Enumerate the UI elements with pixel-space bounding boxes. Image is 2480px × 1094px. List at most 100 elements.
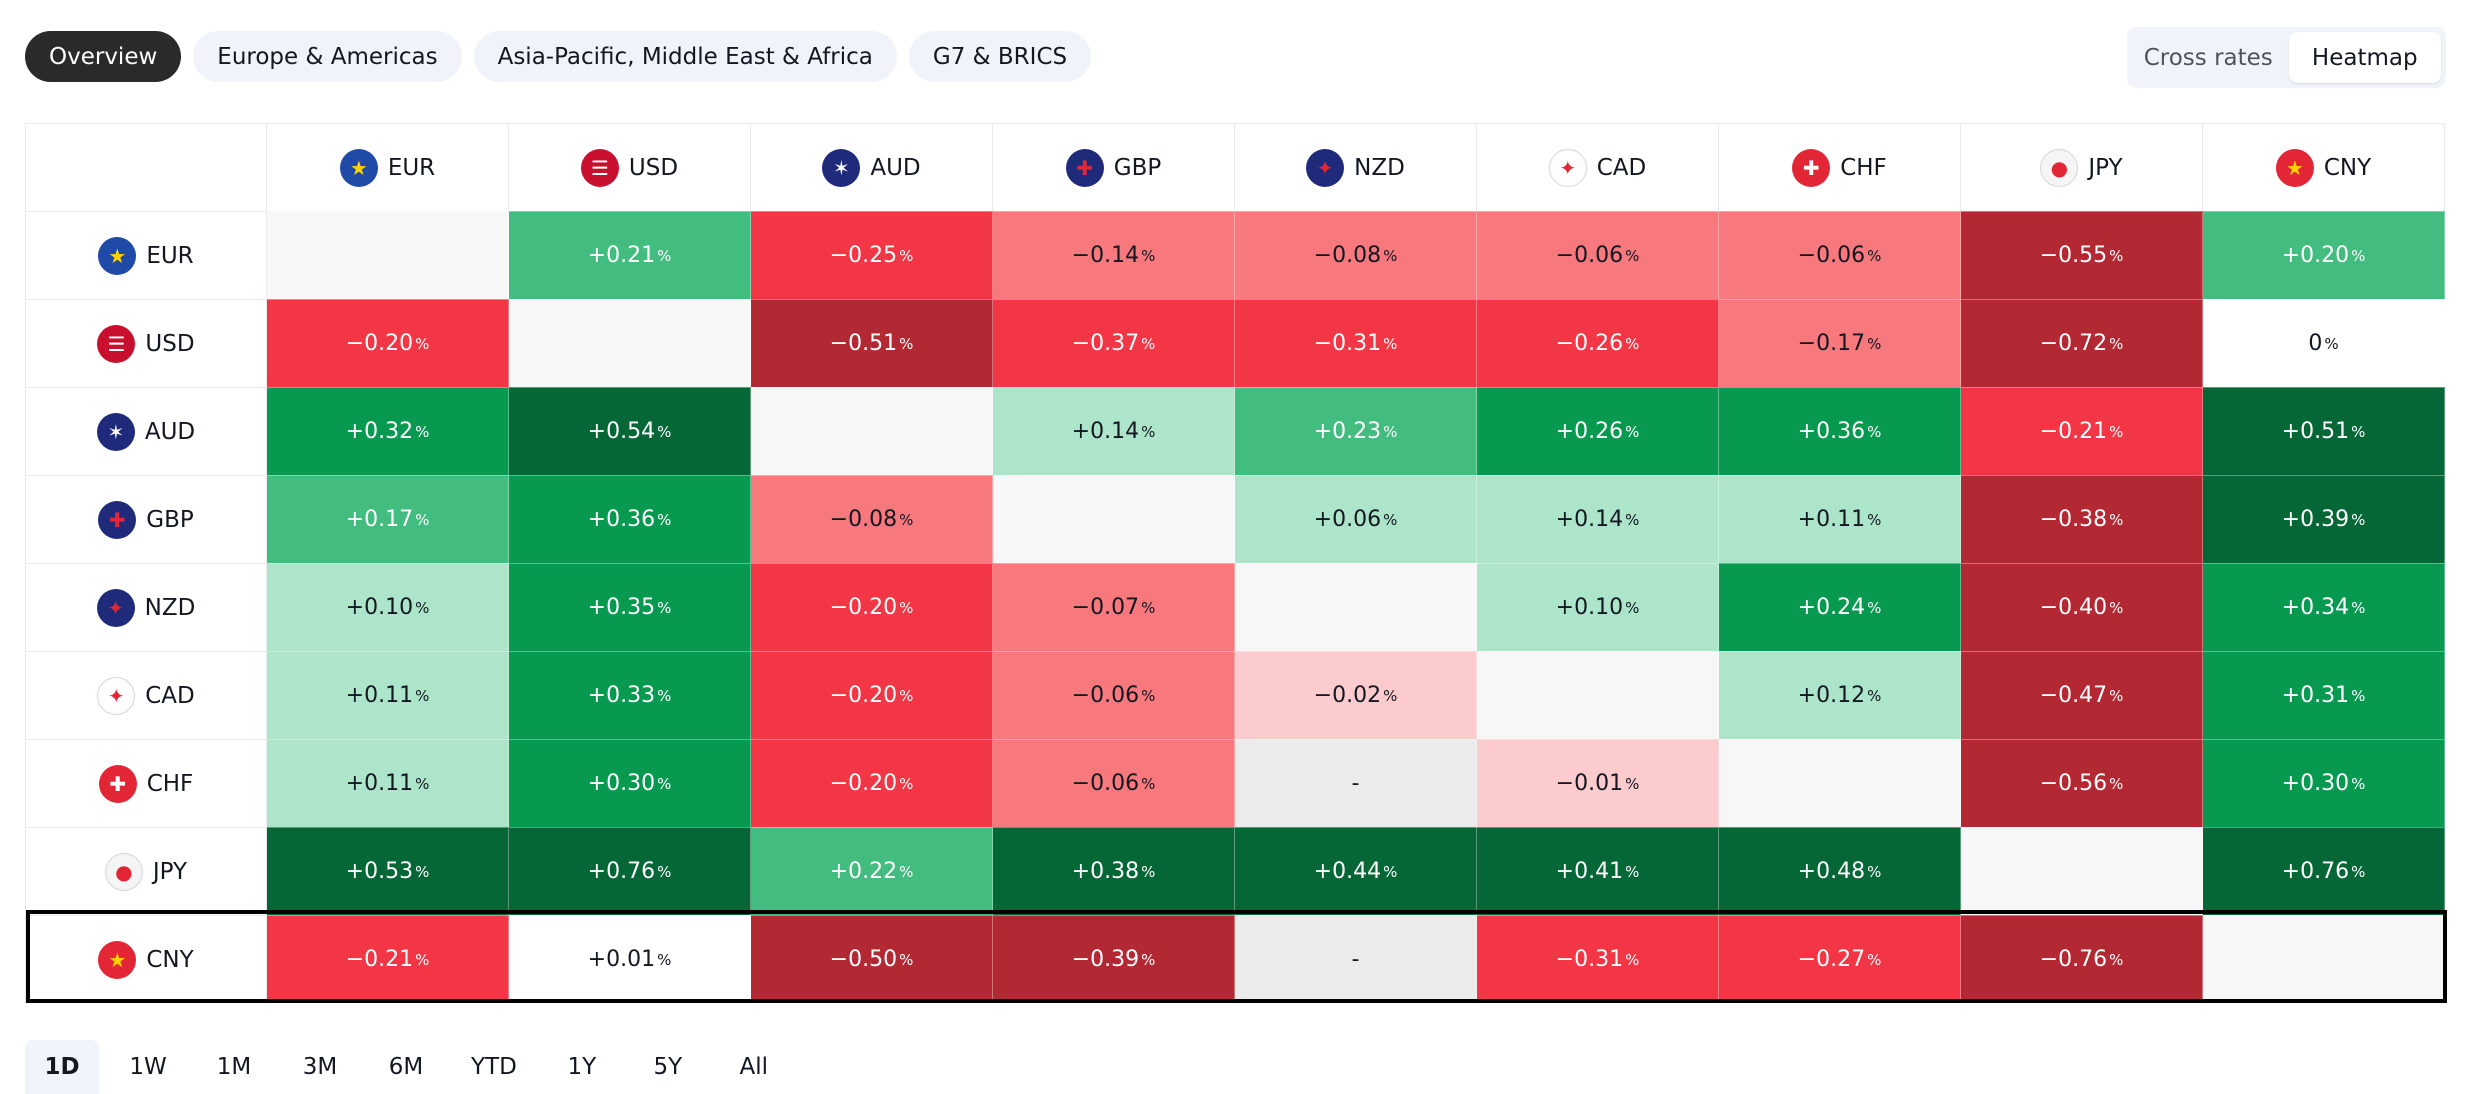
- rate-cell-eur-cny[interactable]: +0.20%: [2203, 211, 2445, 299]
- rate-cell-cad-cny[interactable]: +0.31%: [2203, 651, 2445, 739]
- rate-cell-usd-chf[interactable]: −0.17%: [1719, 299, 1961, 387]
- row-header-cad[interactable]: ✦ CAD: [25, 651, 267, 739]
- rate-cell-eur-jpy[interactable]: −0.55%: [1961, 211, 2203, 299]
- period-tab-3m[interactable]: 3M: [302, 1054, 338, 1080]
- rate-cell-chf-aud[interactable]: −0.20%: [751, 739, 993, 827]
- period-tab-1y[interactable]: 1Y: [567, 1054, 597, 1080]
- rate-cell-cny-aud[interactable]: −0.50%: [751, 915, 993, 1003]
- rate-cell-cad-nzd[interactable]: −0.02%: [1235, 651, 1477, 739]
- column-header-jpy[interactable]: ● JPY: [1961, 123, 2203, 211]
- rate-cell-aud-chf[interactable]: +0.36%: [1719, 387, 1961, 475]
- rate-cell-nzd-eur[interactable]: +0.10%: [267, 563, 509, 651]
- rate-cell-cny-eur[interactable]: −0.21%: [267, 915, 509, 1003]
- period-tab-1d[interactable]: 1D: [25, 1040, 99, 1094]
- period-tab-ytd[interactable]: YTD: [471, 1054, 517, 1080]
- rate-cell-eur-nzd[interactable]: −0.08%: [1235, 211, 1477, 299]
- rate-cell-cny-cad[interactable]: −0.31%: [1477, 915, 1719, 1003]
- rate-cell-chf-cad[interactable]: −0.01%: [1477, 739, 1719, 827]
- rate-cell-chf-cny[interactable]: +0.30%: [2203, 739, 2445, 827]
- tab-overview[interactable]: Overview: [25, 31, 182, 82]
- rate-cell-nzd-cad[interactable]: +0.10%: [1477, 563, 1719, 651]
- rate-cell-eur-gbp[interactable]: −0.14%: [993, 211, 1235, 299]
- rate-cell-nzd-gbp[interactable]: −0.07%: [993, 563, 1235, 651]
- rate-cell-jpy-aud[interactable]: +0.22%: [751, 827, 993, 915]
- rate-cell-aud-jpy[interactable]: −0.21%: [1961, 387, 2203, 475]
- rate-cell-cny-chf[interactable]: −0.27%: [1719, 915, 1961, 1003]
- heatmap-button[interactable]: Heatmap: [2288, 32, 2441, 83]
- rate-cell-eur-cad[interactable]: −0.06%: [1477, 211, 1719, 299]
- rate-cell-jpy-gbp[interactable]: +0.38%: [993, 827, 1235, 915]
- rate-cell-aud-cny[interactable]: +0.51%: [2203, 387, 2445, 475]
- rate-cell-cad-aud[interactable]: −0.20%: [751, 651, 993, 739]
- rate-cell-chf-jpy[interactable]: −0.56%: [1961, 739, 2203, 827]
- rate-cell-gbp-chf[interactable]: +0.11%: [1719, 475, 1961, 563]
- tab-europe-americas[interactable]: Europe & Americas: [193, 31, 462, 82]
- rate-cell-cad-gbp[interactable]: −0.06%: [993, 651, 1235, 739]
- rate-cell-nzd-jpy[interactable]: −0.40%: [1961, 563, 2203, 651]
- rate-cell-jpy-chf[interactable]: +0.48%: [1719, 827, 1961, 915]
- rate-cell-jpy-cny[interactable]: +0.76%: [2203, 827, 2445, 915]
- column-header-aud[interactable]: ✶ AUD: [751, 123, 993, 211]
- column-header-nzd[interactable]: ✦ NZD: [1235, 123, 1477, 211]
- rate-cell-gbp-aud[interactable]: −0.08%: [751, 475, 993, 563]
- row-header-eur[interactable]: ★ EUR: [25, 211, 267, 299]
- row-header-chf[interactable]: ✚ CHF: [25, 739, 267, 827]
- rate-cell-jpy-cad[interactable]: +0.41%: [1477, 827, 1719, 915]
- rate-cell-aud-cad[interactable]: +0.26%: [1477, 387, 1719, 475]
- rate-cell-usd-aud[interactable]: −0.51%: [751, 299, 993, 387]
- rate-cell-usd-nzd[interactable]: −0.31%: [1235, 299, 1477, 387]
- cross-rates-button[interactable]: Cross rates: [2143, 44, 2273, 71]
- column-header-chf[interactable]: ✚ CHF: [1719, 123, 1961, 211]
- rate-cell-gbp-eur[interactable]: +0.17%: [267, 475, 509, 563]
- rate-cell-cny-usd[interactable]: +0.01%: [509, 915, 751, 1003]
- rate-cell-eur-chf[interactable]: −0.06%: [1719, 211, 1961, 299]
- rate-cell-gbp-cad[interactable]: +0.14%: [1477, 475, 1719, 563]
- rate-cell-cad-usd[interactable]: +0.33%: [509, 651, 751, 739]
- rate-cell-gbp-nzd[interactable]: +0.06%: [1235, 475, 1477, 563]
- rate-cell-nzd-aud[interactable]: −0.20%: [751, 563, 993, 651]
- row-header-cny[interactable]: ★ CNY: [25, 915, 267, 1003]
- rate-cell-chf-nzd[interactable]: -: [1235, 739, 1477, 827]
- rate-cell-gbp-usd[interactable]: +0.36%: [509, 475, 751, 563]
- rate-cell-gbp-jpy[interactable]: −0.38%: [1961, 475, 2203, 563]
- rate-cell-usd-cad[interactable]: −0.26%: [1477, 299, 1719, 387]
- rate-cell-eur-usd[interactable]: +0.21%: [509, 211, 751, 299]
- rate-cell-jpy-usd[interactable]: +0.76%: [509, 827, 751, 915]
- rate-cell-cny-jpy[interactable]: −0.76%: [1961, 915, 2203, 1003]
- rate-cell-aud-gbp[interactable]: +0.14%: [993, 387, 1235, 475]
- row-header-usd[interactable]: ☰ USD: [25, 299, 267, 387]
- rate-cell-nzd-chf[interactable]: +0.24%: [1719, 563, 1961, 651]
- rate-cell-cad-chf[interactable]: +0.12%: [1719, 651, 1961, 739]
- rate-cell-nzd-usd[interactable]: +0.35%: [509, 563, 751, 651]
- rate-cell-eur-aud[interactable]: −0.25%: [751, 211, 993, 299]
- column-header-cny[interactable]: ★ CNY: [2203, 123, 2445, 211]
- column-header-eur[interactable]: ★ EUR: [267, 123, 509, 211]
- row-header-nzd[interactable]: ✦ NZD: [25, 563, 267, 651]
- rate-cell-chf-usd[interactable]: +0.30%: [509, 739, 751, 827]
- rate-cell-jpy-eur[interactable]: +0.53%: [267, 827, 509, 915]
- rate-cell-cny-nzd[interactable]: -: [1235, 915, 1477, 1003]
- period-tab-1w[interactable]: 1W: [129, 1054, 167, 1080]
- row-header-jpy[interactable]: ● JPY: [25, 827, 267, 915]
- rate-cell-usd-jpy[interactable]: −0.72%: [1961, 299, 2203, 387]
- rate-cell-aud-eur[interactable]: +0.32%: [267, 387, 509, 475]
- row-header-gbp[interactable]: ✚ GBP: [25, 475, 267, 563]
- rate-cell-chf-gbp[interactable]: −0.06%: [993, 739, 1235, 827]
- rate-cell-cad-jpy[interactable]: −0.47%: [1961, 651, 2203, 739]
- rate-cell-gbp-cny[interactable]: +0.39%: [2203, 475, 2445, 563]
- rate-cell-usd-cny[interactable]: 0%: [2203, 299, 2445, 387]
- period-tab-6m[interactable]: 6M: [388, 1054, 424, 1080]
- row-header-aud[interactable]: ✶ AUD: [25, 387, 267, 475]
- rate-cell-chf-eur[interactable]: +0.11%: [267, 739, 509, 827]
- period-tab-5y[interactable]: 5Y: [653, 1054, 683, 1080]
- column-header-gbp[interactable]: ✚ GBP: [993, 123, 1235, 211]
- rate-cell-usd-eur[interactable]: −0.20%: [267, 299, 509, 387]
- period-tab-1m[interactable]: 1M: [216, 1054, 252, 1080]
- period-tab-all[interactable]: All: [739, 1054, 769, 1080]
- rate-cell-usd-gbp[interactable]: −0.37%: [993, 299, 1235, 387]
- column-header-usd[interactable]: ☰ USD: [509, 123, 751, 211]
- rate-cell-aud-nzd[interactable]: +0.23%: [1235, 387, 1477, 475]
- rate-cell-nzd-cny[interactable]: +0.34%: [2203, 563, 2445, 651]
- rate-cell-aud-usd[interactable]: +0.54%: [509, 387, 751, 475]
- rate-cell-jpy-nzd[interactable]: +0.44%: [1235, 827, 1477, 915]
